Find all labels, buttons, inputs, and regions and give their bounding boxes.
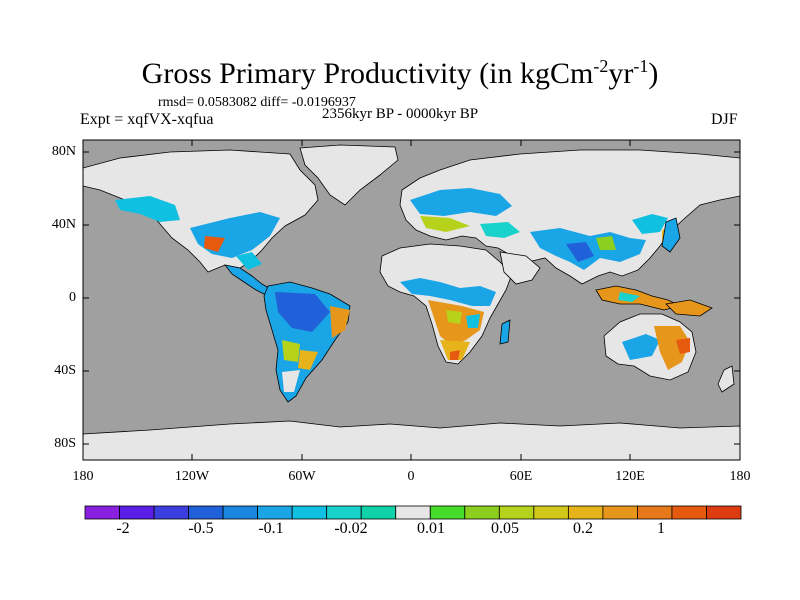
colorbar-box (153, 505, 189, 520)
colorbar-box (429, 505, 466, 520)
lat-label-40s: 40S (54, 363, 76, 378)
colorbar-box (671, 505, 707, 520)
lon-label-120e: 120E (615, 469, 645, 484)
colorbar-box (567, 505, 604, 520)
colorbar-box (291, 505, 328, 520)
lat-label-0: 0 (69, 290, 76, 305)
colorbar-label: -2 (116, 520, 130, 537)
colorbar-box (119, 505, 155, 520)
new-guinea (665, 299, 713, 317)
colorbar-label: -0.02 (334, 520, 368, 537)
colorbar-box (395, 505, 431, 520)
japan (661, 217, 681, 253)
arabian-peninsula (499, 251, 541, 285)
colorbar-box (498, 505, 535, 520)
colorbar-box (222, 505, 259, 520)
colorbar-box (84, 505, 120, 520)
lon-label-120w: 120W (174, 469, 210, 484)
madagascar (499, 319, 511, 345)
stats-text: rmsd= 0.0583082 diff= -0.0196937 (158, 95, 356, 110)
colorbar-label: 0.01 (417, 520, 445, 537)
lat-label-40n: 40N (51, 217, 76, 232)
lon-label-180e: 180 (729, 469, 751, 484)
new-zealand (717, 365, 735, 393)
period-label: 2356kyr BP - 0000kyr BP (322, 106, 479, 122)
lat-label-80n: 80N (51, 144, 76, 159)
colorbar (84, 505, 742, 520)
lon-label-0: 0 (407, 469, 415, 484)
colorbar-label: 1 (657, 520, 665, 537)
colorbar-box (706, 505, 742, 520)
colorbar-label: -0.5 (188, 520, 214, 537)
colorbar-box (602, 505, 638, 520)
colorbar-box (257, 505, 293, 520)
greenland (299, 144, 399, 206)
antarctica (83, 420, 740, 460)
colorbar-label: 0.05 (491, 520, 519, 537)
experiment-label: Expt = xqfVX-xqfua (80, 111, 214, 128)
colorbar-label: -0.1 (258, 520, 284, 537)
colorbar-box (360, 505, 397, 520)
colorbar-box (637, 505, 673, 520)
colorbar-box (464, 505, 500, 520)
lon-label-60e: 60E (509, 469, 533, 484)
lat-label-80s: 80S (54, 436, 76, 451)
colorbar-box (326, 505, 362, 520)
colorbar-label: 0.2 (573, 520, 593, 537)
lon-label-180w: 180 (72, 469, 94, 484)
lon-label-60w: 60W (288, 469, 316, 484)
colorbar-box (533, 505, 569, 520)
season-label: DJF (711, 111, 738, 128)
map-title: Gross Primary Productivity (in kgCm-2yr-… (141, 56, 659, 90)
colorbar-box (188, 505, 224, 520)
eurasia (399, 149, 740, 285)
